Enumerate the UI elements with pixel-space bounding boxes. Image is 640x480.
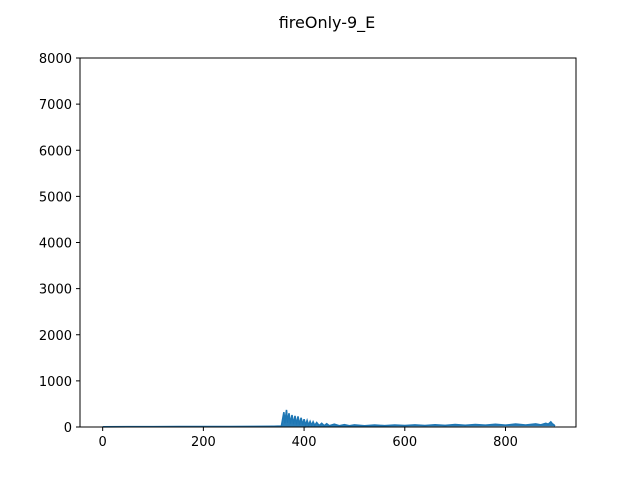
chart-title: fireOnly-9_E — [279, 13, 376, 33]
x-tick-label: 0 — [99, 435, 107, 450]
y-tick-label: 1000 — [39, 375, 72, 390]
y-tick-label: 8000 — [39, 52, 72, 67]
series-line — [102, 409, 556, 429]
x-tick-label: 200 — [191, 435, 216, 450]
plot-area — [102, 409, 556, 429]
y-tick-label: 0 — [64, 421, 72, 436]
x-tick-label: 600 — [392, 435, 417, 450]
y-tick-label: 5000 — [39, 190, 72, 205]
y-axis: 0 1000 2000 3000 4000 5000 6000 7000 8000 — [39, 52, 80, 436]
y-tick-label: 7000 — [39, 98, 72, 113]
y-tick-label: 3000 — [39, 283, 72, 298]
y-tick-label: 4000 — [39, 237, 72, 252]
x-tick-label: 800 — [493, 435, 518, 450]
axes-frame — [79, 57, 577, 428]
y-tick-label: 2000 — [39, 329, 72, 344]
x-axis: 0 200 400 600 800 — [99, 427, 518, 450]
y-tick-label: 6000 — [39, 144, 72, 159]
series-fill — [281, 409, 555, 427]
x-tick-label: 400 — [292, 435, 317, 450]
